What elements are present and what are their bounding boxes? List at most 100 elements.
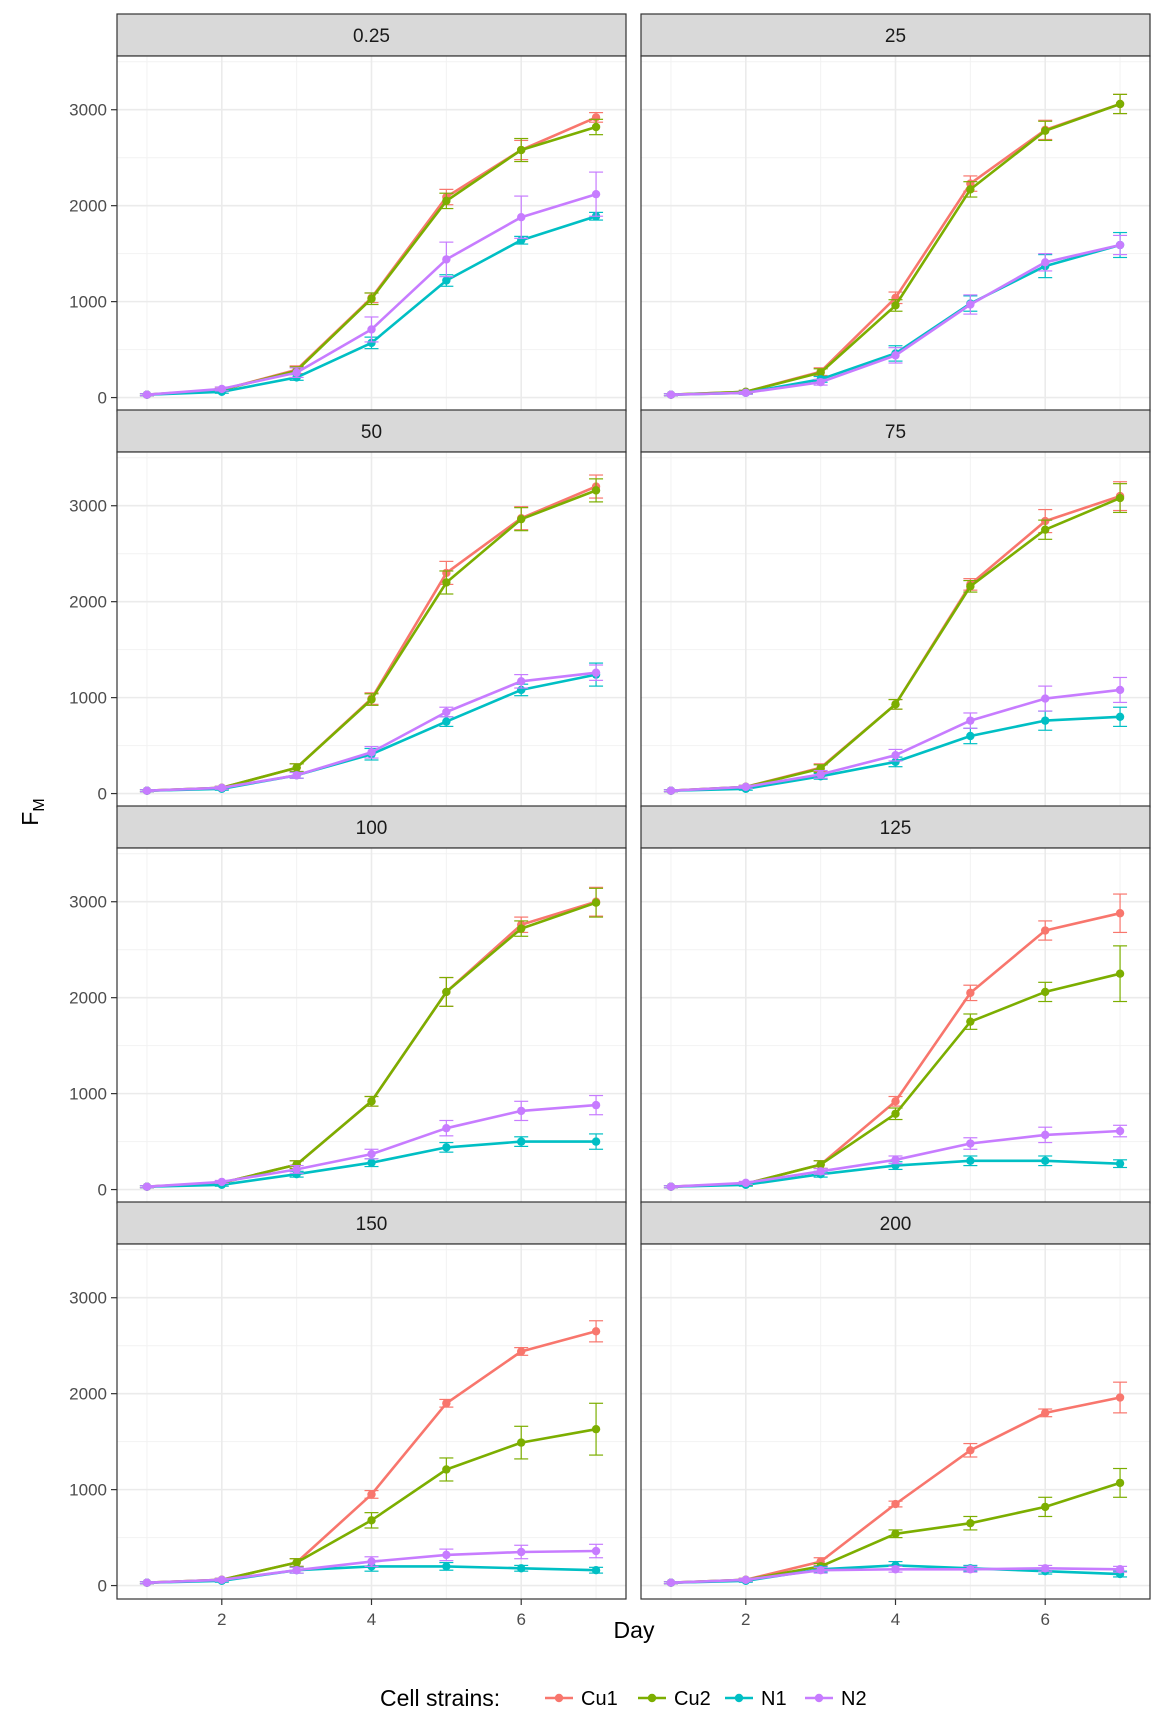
chart-panels: 0.25010002000300025500100020003000751000… [69,13,1151,1629]
data-point [367,325,376,334]
legend-key-point [814,1693,824,1703]
data-point [591,668,601,677]
data-point [442,196,451,206]
data-point [1041,1564,1050,1573]
data-point [966,988,975,998]
data-point [292,1558,301,1567]
data-point [891,1529,900,1538]
y-tick-label: 0 [98,785,107,804]
y-tick-label: 1000 [69,689,107,708]
data-point [891,757,900,767]
series-N2 [663,1124,1128,1191]
x-tick-label: 6 [1040,1610,1049,1629]
y-tick-label: 3000 [69,893,107,912]
data-point [292,368,301,377]
data-point [591,1424,601,1434]
data-point [367,1557,376,1566]
data-point [1115,712,1125,722]
data-point [517,1438,526,1447]
data-point [591,122,601,132]
panel-strip [640,805,1151,849]
data-point [666,1578,676,1587]
data-point [741,388,750,397]
series-N2 [139,1543,604,1587]
data-point [966,582,975,591]
data-point [591,1100,601,1110]
data-point [1041,1408,1050,1418]
panel-strip-label: 0.25 [353,26,390,47]
data-point [442,717,451,726]
series-N2 [663,1564,1128,1587]
data-point [591,486,601,495]
data-point [891,700,900,709]
legend-label: N2 [841,1688,867,1710]
panel-strip-label: 125 [880,818,912,839]
y-tick-label: 3000 [69,1289,107,1308]
legend-key-point [647,1693,657,1703]
data-point [1041,987,1050,997]
data-point [517,1106,526,1116]
legend-label: Cu1 [581,1688,618,1710]
data-point [367,294,376,303]
panel-25: 25 [640,13,1151,412]
legend-entry-Cu1: Cu1 [545,1688,618,1710]
data-point [591,1566,601,1575]
data-point [891,1109,900,1118]
data-point [442,987,451,997]
data-point [1041,1156,1050,1165]
panel-0.25: 0.25 0 1000 2000 3000 [69,13,627,412]
y-tick-label: 0 [98,389,107,408]
series-N2 [663,234,1128,399]
data-point [517,1347,526,1356]
data-point [442,1550,451,1560]
y-axis-title-subscript: M [31,798,48,811]
panel-200: 200 2 4 6 [640,1201,1151,1629]
data-point [1041,258,1050,267]
panel-strip-label: 100 [356,818,388,839]
data-point [816,770,825,779]
data-point [591,189,601,199]
y-axis-title: FM [17,798,48,825]
data-point [517,1564,526,1573]
data-point [591,1327,601,1336]
data-point [891,1499,900,1509]
data-point [816,1160,825,1169]
y-tick-label: 2000 [69,1385,107,1404]
panel-strip [640,1201,1151,1245]
data-point [517,145,526,155]
data-point [367,1516,376,1525]
x-tick-label: 4 [891,1610,900,1629]
data-point [1115,969,1125,978]
legend: Cell strains: Cu1 Cu2 N1 N2 [380,1685,867,1711]
data-point [966,1519,975,1528]
data-point [142,786,152,795]
y-tick-label: 1000 [69,293,107,312]
data-point [891,351,900,360]
y-tick-label: 3000 [69,497,107,516]
data-point [292,1165,301,1174]
data-point [1115,240,1125,250]
data-point [1041,716,1050,725]
data-point [442,1143,451,1152]
data-point [1041,525,1050,534]
data-point [1115,1159,1125,1168]
panel-strip-label: 25 [885,26,906,47]
series-N2 [139,664,604,795]
data-point [442,1562,451,1571]
data-point [517,1137,526,1146]
data-point [292,763,301,772]
legend-entry-N1: N1 [725,1688,787,1710]
data-point [442,1123,451,1133]
data-point [292,1566,301,1575]
data-point [666,786,676,795]
data-point [1115,1478,1125,1488]
y-tick-label: 0 [98,1181,107,1200]
data-point [816,368,825,377]
data-point [217,783,226,793]
data-point [1115,1126,1125,1136]
data-point [1041,1502,1050,1512]
legend-label: Cu2 [674,1688,711,1710]
data-point [966,185,975,194]
panel-125: 125 [640,805,1151,1204]
panel-strip [116,409,627,453]
